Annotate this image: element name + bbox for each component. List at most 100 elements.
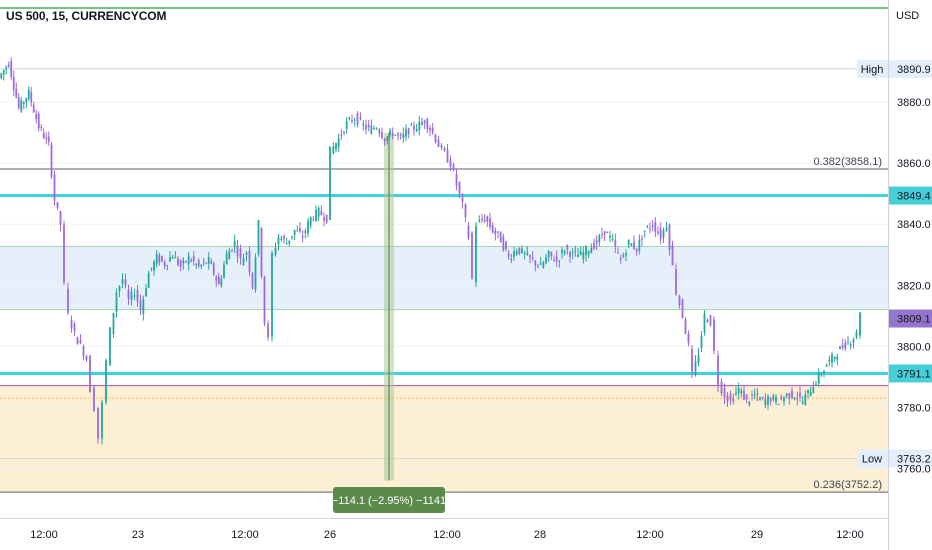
symbol-title[interactable]: US 500, 15, CURRENCYCOM (6, 9, 167, 23)
price-badge[interactable] (889, 59, 932, 78)
candle-body (668, 224, 671, 251)
price-badge[interactable] (889, 364, 932, 383)
currency-label: USD (896, 10, 920, 22)
candle (17, 93, 20, 110)
candle-body (267, 323, 269, 338)
candle-body (304, 231, 307, 234)
candle (726, 392, 729, 407)
candle-body (855, 331, 858, 338)
candle (627, 239, 630, 249)
candle-body (756, 393, 759, 395)
candle-body (566, 245, 569, 250)
candle (505, 240, 507, 252)
candle (697, 348, 700, 367)
candle (271, 250, 273, 342)
candle-body (579, 250, 582, 256)
price-axis[interactable]: 3890.9 3880.0 3860.0 3849.4 3840.0 3820.0 3809… (857, 0, 932, 550)
candle-body (40, 127, 43, 129)
candle (518, 247, 521, 256)
candle (317, 206, 320, 222)
candle-body (783, 397, 785, 402)
candle-body (150, 267, 153, 269)
candle (73, 321, 76, 337)
candle (42, 128, 45, 140)
candle-body (609, 235, 611, 238)
candle-body (654, 222, 657, 232)
candle (801, 395, 804, 405)
price-badge[interactable] (889, 309, 932, 328)
candle (163, 259, 166, 270)
price-badge[interactable] (889, 449, 932, 468)
candle (735, 386, 737, 397)
candle (609, 230, 611, 243)
hl-tag (857, 449, 888, 468)
measure-label: −114.1 (−2.95%) −1141 (332, 495, 446, 507)
time-axis[interactable]: 12:00 23 12:00 26 12:00 28 12:00 29 12:00 (0, 518, 888, 550)
candle-body (5, 67, 8, 70)
candle (761, 396, 764, 401)
candle (820, 372, 823, 377)
candle-body (220, 278, 223, 286)
candle (370, 119, 373, 135)
candle (617, 247, 619, 254)
candle (383, 138, 386, 146)
candle (421, 117, 423, 126)
candle (745, 394, 748, 404)
candle-body (478, 220, 481, 222)
candle-body (458, 181, 461, 194)
candle (386, 136, 389, 145)
price-tick-label: 3780.0 (897, 402, 931, 414)
measure-tool[interactable]: −114.1 (−2.95%) −1141 (332, 132, 446, 513)
candle (127, 284, 130, 305)
candle-body (299, 228, 301, 232)
candle (622, 252, 625, 258)
candle (391, 127, 394, 140)
candle (158, 252, 161, 266)
candle-body (277, 237, 280, 245)
price-badge[interactable] (889, 186, 932, 205)
candle (12, 70, 15, 97)
candle-body (505, 241, 507, 250)
candle (415, 123, 418, 133)
candle-body (726, 395, 729, 402)
candle (545, 253, 547, 265)
candle (772, 394, 775, 402)
candle (569, 250, 571, 263)
candle-body (367, 124, 370, 128)
candle-body (394, 134, 397, 136)
candle (780, 394, 783, 401)
candle-body (10, 60, 13, 78)
candle (228, 247, 231, 260)
candle (759, 396, 761, 401)
candle (595, 235, 598, 250)
candle (625, 249, 627, 261)
candle-body (85, 356, 88, 360)
candle (743, 386, 745, 401)
candle-body (335, 143, 337, 150)
candle-body (817, 372, 820, 384)
candle (437, 135, 440, 148)
candle-body (780, 396, 783, 400)
measure-label-box[interactable] (333, 487, 445, 513)
candle (30, 86, 33, 107)
candle-body (561, 249, 563, 254)
candle-body (296, 230, 299, 232)
candle-body (397, 133, 399, 136)
candle (76, 336, 79, 345)
candle (307, 217, 309, 238)
candle (20, 97, 23, 113)
candle-body (633, 241, 635, 249)
candle-body (558, 260, 561, 262)
hl-tag (857, 59, 888, 78)
candle (587, 250, 590, 259)
candle-body (291, 236, 293, 238)
candle-body (163, 262, 166, 267)
candle (566, 244, 569, 255)
candle (767, 394, 769, 410)
candle-body (323, 217, 325, 221)
candle-body (391, 133, 394, 136)
candle-body (22, 102, 25, 105)
candle (489, 212, 491, 230)
candle (59, 210, 62, 232)
